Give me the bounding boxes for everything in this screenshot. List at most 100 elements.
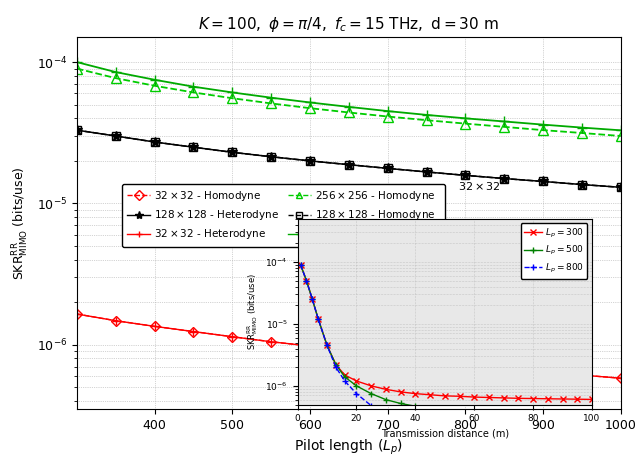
$256\times256$ - Heterodyne bbox=[150, 77, 158, 82]
$32\times32$ - Heterodyne bbox=[306, 343, 314, 349]
$L_p = 300$ bbox=[485, 395, 493, 400]
$L_p = 500$ bbox=[382, 397, 390, 402]
$256\times256$ - Heterodyne bbox=[306, 100, 314, 105]
$L_p = 300$ bbox=[332, 362, 340, 367]
$256\times256$ - Homodyne bbox=[73, 66, 81, 71]
$L_p = 500$ bbox=[397, 401, 404, 406]
$L_p = 500$ bbox=[470, 408, 478, 414]
$256\times256$ - Heterodyne bbox=[112, 69, 120, 75]
$L_p = 500$ bbox=[412, 404, 419, 409]
$256\times256$ - Homodyne bbox=[228, 95, 236, 101]
$L_p = 800$ bbox=[303, 278, 310, 283]
$256\times256$ - Heterodyne bbox=[268, 95, 275, 100]
Line: $32\times32$ - Heterodyne: $32\times32$ - Heterodyne bbox=[72, 310, 625, 382]
$128\times128$ - Heterodyne bbox=[384, 166, 392, 171]
$32\times32$ - Heterodyne bbox=[500, 365, 508, 370]
$L_p = 300$ bbox=[515, 396, 522, 401]
$L_p = 500$ bbox=[456, 407, 463, 413]
$L_p = 500$ bbox=[500, 410, 508, 415]
Line: $256\times256$ - Homodyne: $256\times256$ - Homodyne bbox=[72, 64, 626, 141]
$32\times32$ - Homodyne bbox=[228, 334, 236, 339]
Y-axis label: SKR$^{\mathrm{RR}}_{\mathrm{MIMO}}$ (bits/use): SKR$^{\mathrm{RR}}_{\mathrm{MIMO}}$ (bit… bbox=[11, 166, 31, 280]
$128\times128$ - Homodyne bbox=[73, 127, 81, 133]
$L_p = 800$ bbox=[529, 431, 537, 437]
Line: $L_p = 300$: $L_p = 300$ bbox=[298, 262, 595, 402]
$L_p = 800$ bbox=[323, 343, 331, 348]
$L_p = 500$ bbox=[573, 411, 581, 417]
$L_p = 800$ bbox=[353, 391, 360, 397]
$256\times256$ - Heterodyne bbox=[189, 84, 197, 89]
$32\times32$ - Homodyne bbox=[384, 352, 392, 358]
$L_p = 500$ bbox=[353, 383, 360, 389]
$L_p = 500$ bbox=[485, 409, 493, 415]
$L_p = 300$ bbox=[323, 343, 331, 348]
$256\times256$ - Heterodyne bbox=[73, 60, 81, 65]
$L_p = 500$ bbox=[515, 410, 522, 415]
$128\times128$ - Homodyne bbox=[617, 185, 625, 190]
$128\times128$ - Homodyne bbox=[578, 182, 586, 187]
$32\times32$ - Heterodyne bbox=[268, 339, 275, 345]
$256\times256$ - Homodyne bbox=[306, 106, 314, 111]
$L_p = 800$ bbox=[500, 430, 508, 436]
$32\times32$ - Heterodyne bbox=[461, 360, 469, 366]
$L_p = 300$ bbox=[588, 397, 596, 402]
$128\times128$ - Heterodyne bbox=[345, 162, 353, 167]
$L_p = 800$ bbox=[314, 316, 322, 322]
Line: $128\times128$ - Heterodyne: $128\times128$ - Heterodyne bbox=[72, 125, 626, 192]
$128\times128$ - Heterodyne bbox=[500, 176, 508, 181]
$L_p = 800$ bbox=[382, 412, 390, 417]
$L_p = 800$ bbox=[341, 378, 349, 384]
$256\times256$ - Homodyne bbox=[384, 114, 392, 120]
$L_p = 800$ bbox=[470, 429, 478, 434]
$L_p = 800$ bbox=[367, 403, 375, 408]
$32\times32$ - Homodyne bbox=[500, 365, 508, 370]
$256\times256$ - Heterodyne bbox=[384, 108, 392, 114]
X-axis label: Pilot length $(L_p)$: Pilot length $(L_p)$ bbox=[294, 438, 403, 457]
$L_p = 500$ bbox=[308, 296, 316, 302]
Text: $32\times32$: $32\times32$ bbox=[458, 180, 500, 192]
Line: $32\times32$ - Homodyne: $32\times32$ - Homodyne bbox=[73, 310, 625, 382]
$32\times32$ - Homodyne bbox=[345, 348, 353, 353]
$L_p = 300$ bbox=[397, 389, 404, 395]
$256\times256$ - Homodyne bbox=[500, 124, 508, 130]
$128\times128$ - Heterodyne bbox=[73, 127, 81, 133]
$L_p = 300$ bbox=[573, 396, 581, 402]
$L_p = 300$ bbox=[353, 378, 360, 384]
$128\times128$ - Heterodyne bbox=[306, 158, 314, 164]
$128\times128$ - Heterodyne bbox=[422, 169, 430, 175]
$L_p = 500$ bbox=[426, 405, 434, 411]
$32\times32$ - Homodyne bbox=[306, 343, 314, 349]
$32\times32$ - Homodyne bbox=[112, 318, 120, 324]
$32\times32$ - Homodyne bbox=[150, 324, 158, 329]
Line: $L_p = 500$: $L_p = 500$ bbox=[298, 262, 595, 417]
Legend: $32\times32$ - Homodyne, $128\times128$ - Heterodyne, $32\times32$ - Heterodyne,: $32\times32$ - Homodyne, $128\times128$ … bbox=[122, 184, 445, 246]
$L_p = 300$ bbox=[308, 296, 316, 302]
$128\times128$ - Homodyne bbox=[150, 139, 158, 145]
$256\times256$ - Homodyne bbox=[268, 100, 275, 106]
$128\times128$ - Heterodyne bbox=[268, 154, 275, 159]
$L_p = 300$ bbox=[341, 372, 349, 378]
$32\times32$ - Homodyne bbox=[268, 339, 275, 345]
$128\times128$ - Heterodyne bbox=[461, 173, 469, 178]
$128\times128$ - Homodyne bbox=[422, 169, 430, 175]
$L_p = 800$ bbox=[332, 365, 340, 370]
$L_p = 500$ bbox=[544, 411, 552, 416]
$32\times32$ - Heterodyne bbox=[422, 357, 430, 362]
$256\times256$ - Homodyne bbox=[617, 133, 625, 139]
$128\times128$ - Heterodyne bbox=[228, 150, 236, 155]
$256\times256$ - Heterodyne bbox=[422, 112, 430, 118]
$L_p = 300$ bbox=[382, 386, 390, 392]
$128\times128$ - Homodyne bbox=[268, 154, 275, 159]
$L_p = 500$ bbox=[367, 391, 375, 397]
$256\times256$ - Homodyne bbox=[578, 130, 586, 136]
$128\times128$ - Homodyne bbox=[112, 133, 120, 139]
$L_p = 300$ bbox=[412, 391, 419, 397]
$L_p = 300$ bbox=[441, 393, 449, 399]
$L_p = 300$ bbox=[529, 396, 537, 401]
Title: $K = 100,\ \phi = \pi/4,\ f_c = 15\ \mathrm{THz},\ \mathrm{d} = 30\ \mathrm{m}$: $K = 100,\ \phi = \pi/4,\ f_c = 15\ \mat… bbox=[198, 15, 499, 34]
$256\times256$ - Heterodyne bbox=[617, 127, 625, 133]
$256\times256$ - Heterodyne bbox=[578, 125, 586, 130]
$L_p = 800$ bbox=[397, 418, 404, 423]
$256\times256$ - Heterodyne bbox=[540, 122, 547, 127]
Legend: $L_p = 300$, $L_p = 500$, $L_p = 800$: $L_p = 300$, $L_p = 500$, $L_p = 800$ bbox=[520, 223, 588, 279]
